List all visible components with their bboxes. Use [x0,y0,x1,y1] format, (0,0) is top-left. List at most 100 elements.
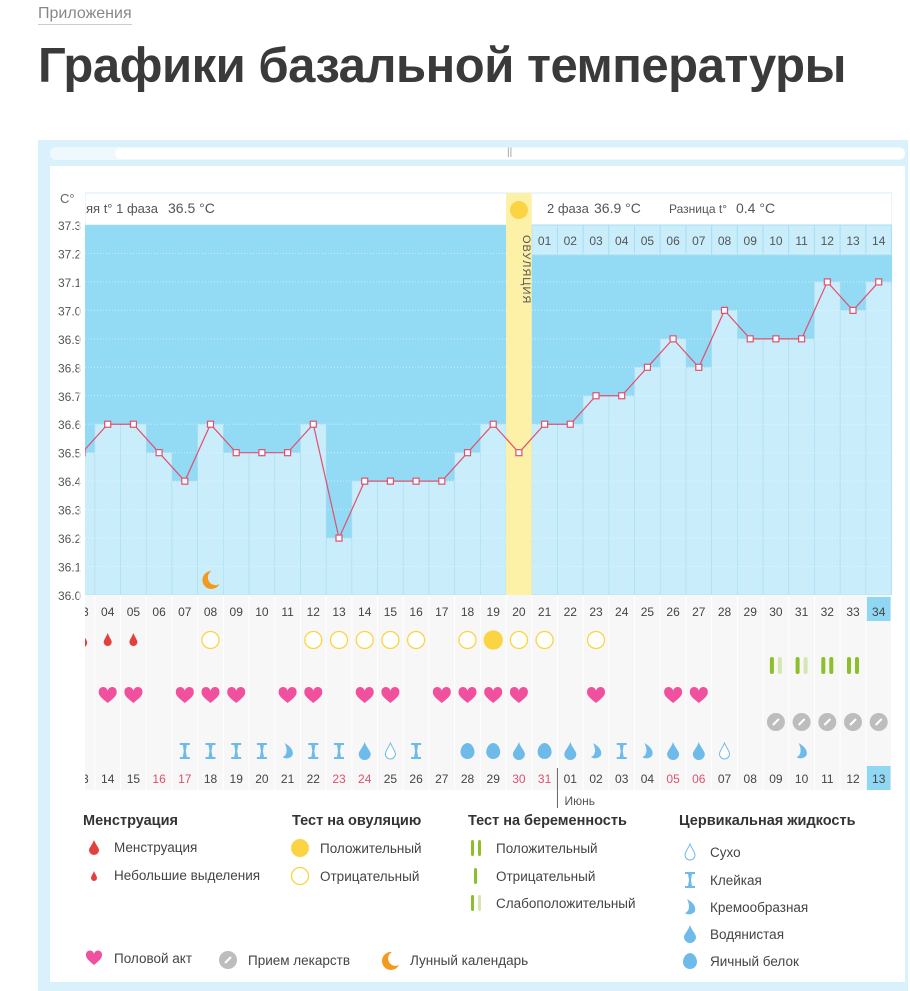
egg-white-icon [537,743,552,759]
breadcrumb[interactable]: Приложения [38,4,132,25]
post-ovulation-day-label: 08 [718,234,732,248]
creamy-icon [680,897,700,917]
temperature-point [155,449,163,457]
watery-drop-icon [684,925,696,943]
cycle-day-label: 03 [75,605,89,619]
y-tick-label: 37.3 [58,219,82,233]
legend-label: Отрицательный [496,868,596,884]
ovulation-test-negative-icon [535,630,554,650]
post-ovulation-cell [736,224,764,256]
legend-label: Сухо [710,844,741,860]
date-label: 04 [641,772,655,786]
date-label: 03 [615,772,629,786]
y-tick-label: 36.7 [58,390,82,404]
date-label: 19 [230,772,244,786]
temperature-point [232,449,240,457]
summary-bar [85,192,892,226]
y-tick-label: 37.0 [58,304,82,318]
watery-drop-icon [358,742,371,760]
legend-title-ovulation: Тест на овуляцию [292,813,422,829]
temperature-point [823,278,831,286]
blood-drop-icon [85,637,88,647]
legend-label: Положительный [496,840,598,856]
cycle-day-label: 29 [744,605,758,619]
heart-icon [175,686,194,703]
sticky-icon [616,743,627,759]
heart-icon [124,686,143,703]
diff-label: Разница t° [669,202,727,216]
plot-area: яя t° 1 фаза 36.5 °C 2 фаза 36.9 °C Разница … [75,192,892,808]
temperature-bar [608,395,635,596]
y-tick-label: 36.5 [58,447,82,461]
post-ovulation-day-label: 04 [615,234,629,248]
post-ovulation-cell [813,224,841,256]
cycle-day-label: 33 [846,605,860,619]
y-tick-label: 36.1 [58,561,82,575]
pill-mark [772,718,780,726]
temperature-point [540,420,549,428]
pill-mark [797,718,806,726]
heart-icon [664,686,683,703]
temperature-bar [685,367,712,596]
date-label: 13 [872,772,886,786]
moon-icon [380,950,400,970]
post-ovulation-cell [839,224,867,256]
filled-circle-icon [290,838,310,858]
pill-mark [823,718,832,726]
post-ovulation-day-label: 06 [666,234,680,248]
cycle-day-label: 27 [692,605,706,619]
legend-label: Кремообразная [710,899,809,915]
blood-drop-icon [84,839,104,855]
heart-icon [509,686,528,703]
small-blood-drop-icon [84,870,104,882]
dry-drop-icon [684,842,696,861]
temperature-bar [454,452,481,596]
post-ovulation-cell [865,224,892,256]
temperature-bar [145,452,173,596]
temperature-line [85,280,880,540]
cycle-day-label: 15 [384,605,398,619]
cycle-day-label: 23 [589,605,603,619]
post-ovulation-cell [711,224,738,256]
ovulation-column [506,193,532,609]
ovulation-test-negative-icon [329,630,349,650]
pregnancy-test-line [847,657,851,674]
temperature-bar [325,537,353,596]
legend-item-sticky: Клейкая [680,870,762,890]
temperature-point [849,306,857,314]
cycle-day-label: 12 [307,605,321,619]
y-tick-label: 36.3 [58,504,82,518]
y-axis-unit: C° [60,191,75,206]
blood-drop-icon [129,633,138,646]
temperature-bar [788,338,815,596]
temperature-point [772,335,780,343]
one-line-icon [466,867,486,885]
heart-icon [484,686,503,703]
temperature-bar [762,338,790,596]
cycle-day-label: 18 [461,605,475,619]
cycle-day-label: 28 [718,605,732,619]
temperature-bar [737,338,764,596]
sticky-icon [256,743,267,759]
post-ovulation-cell [582,224,610,256]
temperature-bar [634,367,661,596]
post-ovulation-day-label: 09 [744,234,758,248]
legend-item-dry: Сухо [680,842,741,862]
date-label: 29 [487,772,501,786]
sticky-icon [179,743,190,759]
scrollbar-grip-icon[interactable]: || [507,147,513,158]
cycle-day-label: 13 [332,605,346,619]
legend-label: Лунный календарь [410,952,529,968]
y-tick-label: 36.4 [58,475,82,489]
ovulation-test-negative-icon [355,630,374,650]
legend-label: Прием лекарств [248,952,351,968]
legend-item-medication: Прием лекарств [218,950,350,970]
month-label: Июнь [564,794,595,808]
date-label: 17 [178,772,192,786]
date-label: 06 [692,772,706,786]
heart-icon [381,686,400,703]
phase1-value: 36.5 °C [168,200,215,216]
legend-title-pregnancy: Тест на беременность [468,813,627,829]
scrollbar-thumb[interactable] [115,148,905,159]
y-tick-label: 37.2 [58,247,82,261]
